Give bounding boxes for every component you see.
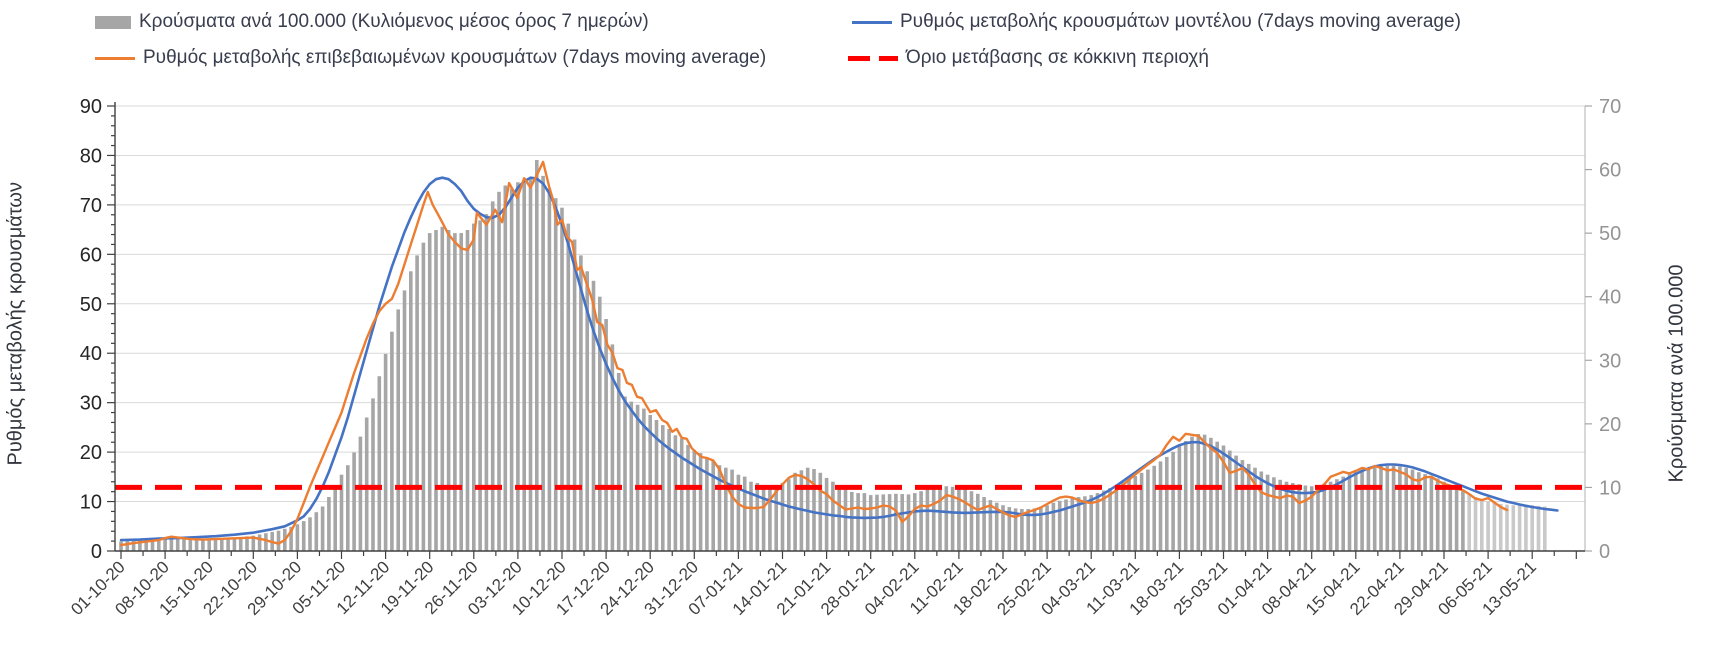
svg-text:60: 60 xyxy=(1599,160,1621,182)
svg-text:50: 50 xyxy=(80,294,102,316)
svg-text:60: 60 xyxy=(80,244,102,266)
svg-text:70: 70 xyxy=(1599,96,1621,118)
svg-text:30: 30 xyxy=(1599,350,1621,372)
right-axis: 0 10 20 30 40 50 60 70 xyxy=(1585,96,1621,563)
svg-text:70: 70 xyxy=(80,195,102,217)
legend-label: Κρούσματα ανά 100.000 (Κυλιόμενος μέσος … xyxy=(139,11,649,32)
svg-text:40: 40 xyxy=(80,343,102,365)
svg-text:10: 10 xyxy=(80,492,102,514)
svg-text:20: 20 xyxy=(80,442,102,464)
line-swatch-icon xyxy=(852,20,892,24)
x-axis: 01-10-2008-10-2015-10-2022-10-2029-10-20… xyxy=(67,550,1585,619)
left-axis-title: Ρυθμός μεταβολής κρουσμάτων xyxy=(4,181,27,466)
confirmed-rate-line xyxy=(119,160,1509,547)
svg-text:0: 0 xyxy=(91,541,102,563)
svg-text:40: 40 xyxy=(1599,287,1621,309)
svg-text:0: 0 xyxy=(1599,541,1610,563)
svg-text:20: 20 xyxy=(1599,414,1621,436)
svg-text:50: 50 xyxy=(1599,223,1621,245)
line-swatch-icon xyxy=(95,56,135,60)
legend-label: Όριο μετάβασης σε κόκκινη περιοχή xyxy=(906,47,1209,68)
legend-label: Ρυθμός μεταβολής επιβεβαιωμένων κρουσμάτ… xyxy=(143,47,767,68)
legend-label: Ρυθμός μεταβολής κρουσμάτων μοντέλου (7d… xyxy=(900,11,1461,32)
right-axis-title: Κρούσματα ανά 100.000 xyxy=(1665,264,1688,483)
model-rate-line xyxy=(119,176,1559,542)
svg-text:30: 30 xyxy=(80,393,102,415)
svg-text:10: 10 xyxy=(1599,477,1621,499)
left-axis: 0 10 20 30 40 50 60 70 80 90 xyxy=(80,96,116,563)
bar-swatch-icon xyxy=(95,15,131,29)
dash-swatch-icon xyxy=(848,55,898,61)
svg-text:80: 80 xyxy=(80,145,102,167)
legend-item-threshold-line: Όριο μετάβασης σε κόκκινη περιοχή xyxy=(848,46,1209,70)
legend-item-model-line: Ρυθμός μεταβολής κρουσμάτων μοντέλου (7d… xyxy=(852,10,1461,34)
legend-item-cases-bars: Κρούσματα ανά 100.000 (Κυλιόμενος μέσος … xyxy=(95,10,649,34)
gridlines xyxy=(115,105,1585,503)
legend-item-confirmed-line: Ρυθμός μεταβολής επιβεβαιωμένων κρουσμάτ… xyxy=(95,46,766,70)
cases-bars xyxy=(119,160,1547,552)
svg-text:90: 90 xyxy=(80,96,102,118)
